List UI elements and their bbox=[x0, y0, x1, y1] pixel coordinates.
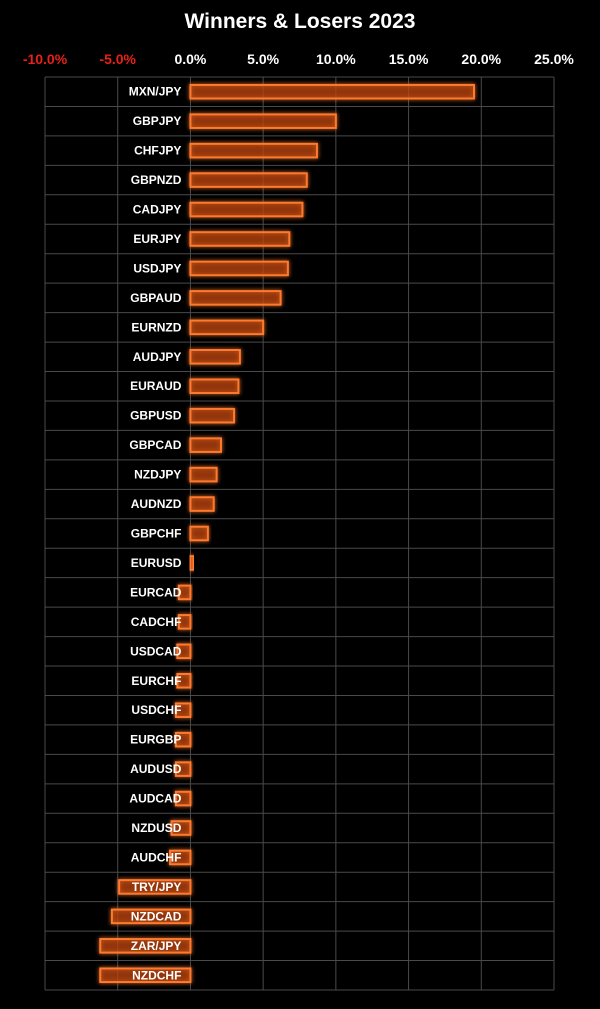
x-tick-label: -10.0% bbox=[23, 51, 68, 67]
x-tick-label: 20.0% bbox=[461, 51, 501, 67]
x-tick-label: 0.0% bbox=[174, 51, 206, 67]
bar-gbpnzd bbox=[189, 172, 308, 188]
bar-nzdchf bbox=[99, 967, 192, 984]
x-tick-label: 15.0% bbox=[389, 51, 429, 67]
category-label: AUDJPY bbox=[133, 350, 182, 364]
bar-euraud bbox=[189, 378, 240, 395]
bar-usdchf bbox=[174, 702, 192, 718]
category-label: GBPJPY bbox=[133, 114, 182, 128]
bar-eurnzd bbox=[189, 319, 265, 336]
bar-gbpjpy bbox=[189, 113, 337, 129]
category-label: EURAUD bbox=[130, 379, 182, 393]
category-label: AUDCHF bbox=[131, 850, 182, 864]
category-label: GBPUSD bbox=[130, 409, 182, 423]
category-label: USDCHF bbox=[131, 703, 181, 717]
category-label: CADCHF bbox=[131, 615, 182, 629]
category-label: ZAR/JPY bbox=[131, 939, 182, 953]
bar-usdjpy bbox=[189, 260, 289, 277]
category-label: GBPNZD bbox=[131, 173, 182, 187]
category-label: AUDCAD bbox=[129, 792, 181, 806]
bar-gbpcad bbox=[189, 437, 222, 453]
category-label: EURUSD bbox=[131, 556, 182, 570]
bar-audusd bbox=[174, 761, 192, 777]
grid-lines bbox=[44, 76, 555, 991]
category-label: EURJPY bbox=[133, 232, 181, 246]
bar-eurchf bbox=[176, 672, 192, 689]
category-label: CADJPY bbox=[133, 203, 182, 217]
bar-nzdusd bbox=[170, 820, 192, 836]
category-label: GBPAUD bbox=[130, 291, 181, 305]
bar-mxn-jpy bbox=[189, 83, 476, 100]
bar-cadjpy bbox=[189, 201, 304, 218]
category-label: MXN/JPY bbox=[129, 85, 182, 99]
bar-gbpusd bbox=[189, 407, 236, 424]
bar-audnzd bbox=[189, 496, 215, 512]
bar-nzdjpy bbox=[189, 466, 218, 483]
bar-cadchf bbox=[177, 614, 192, 630]
category-label: NZDCAD bbox=[131, 909, 182, 923]
bar-gbpaud bbox=[189, 290, 282, 306]
bar-gbpchf bbox=[189, 525, 209, 542]
category-label: NZDJPY bbox=[134, 468, 181, 482]
category-label: AUDUSD bbox=[130, 762, 182, 776]
category-labels: MXN/JPY GBPJPY CHFJPY GBPNZD CADJPY EURJPY USD… bbox=[129, 85, 182, 983]
bar-try-jpy bbox=[118, 879, 192, 895]
x-tick-label: 10.0% bbox=[316, 51, 356, 67]
x-tick-label: -5.0% bbox=[99, 51, 136, 67]
bar-eurjpy bbox=[189, 231, 291, 247]
x-tick-label: 5.0% bbox=[247, 51, 279, 67]
category-label: TRY/JPY bbox=[132, 880, 182, 894]
category-label: EURNZD bbox=[131, 320, 181, 334]
category-label: CHFJPY bbox=[134, 144, 181, 158]
x-tick-label: 25.0% bbox=[534, 51, 574, 67]
category-label: USDJPY bbox=[133, 261, 181, 275]
category-label: EURCAD bbox=[130, 585, 182, 599]
x-axis-tick-labels: -10.0% -5.0% 0.0% 5.0% 10.0% 15.0% 20.0% 25.0% bbox=[23, 51, 575, 67]
category-label: NZDUSD bbox=[131, 821, 181, 835]
category-label: GBPCHF bbox=[131, 527, 182, 541]
bar-audcad bbox=[174, 790, 192, 807]
category-label: NZDCHF bbox=[132, 968, 181, 982]
bar-audjpy bbox=[189, 349, 241, 365]
bar-zar-jpy bbox=[99, 938, 192, 954]
category-label: USDCAD bbox=[130, 644, 182, 658]
bar-eurcad bbox=[177, 584, 192, 601]
bar-eurusd bbox=[189, 555, 195, 571]
bar-usdcad bbox=[176, 643, 192, 660]
category-label: EURCHF bbox=[131, 674, 181, 688]
bars bbox=[99, 83, 476, 984]
chart-title: Winners & Losers 2023 bbox=[184, 10, 416, 33]
bar-audchf bbox=[169, 849, 192, 866]
category-label: GBPCAD bbox=[129, 438, 181, 452]
category-label: AUDNZD bbox=[131, 497, 182, 511]
bar-eurgbp bbox=[174, 731, 192, 748]
bar-nzdcad bbox=[110, 908, 192, 925]
category-label: EURGBP bbox=[130, 733, 181, 747]
bar-chfjpy bbox=[189, 142, 318, 159]
